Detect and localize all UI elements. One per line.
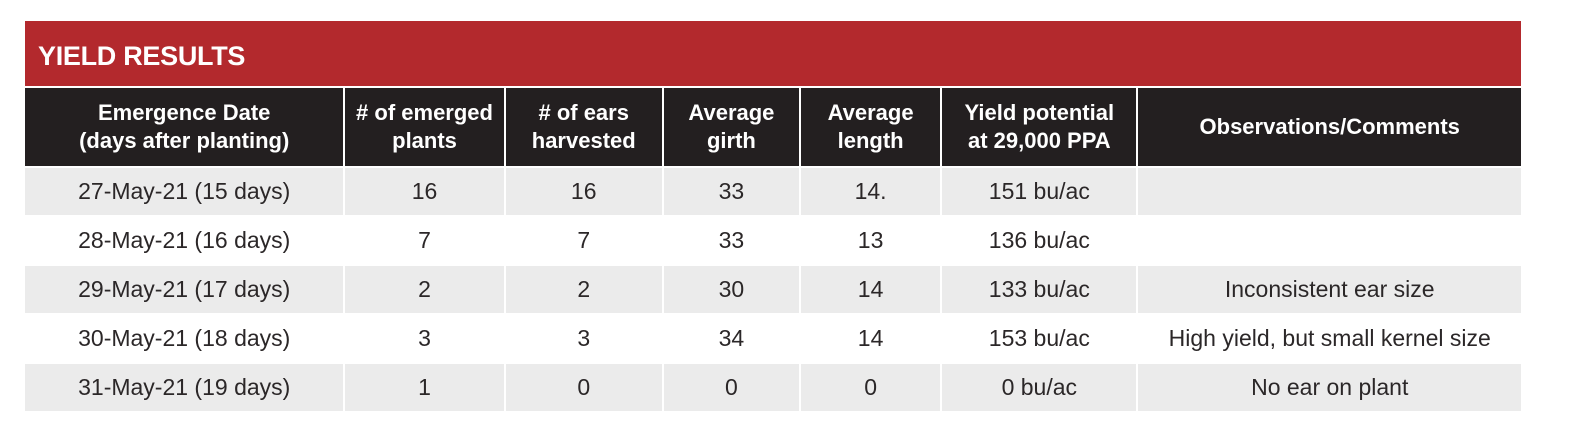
cell-observations: Inconsistent ear size bbox=[1138, 266, 1521, 313]
cell-average-length: 13 bbox=[801, 217, 941, 264]
cell-average-girth: 30 bbox=[663, 266, 799, 313]
column-header-emerged-plants: # of emerged plants bbox=[345, 88, 504, 166]
column-header-yield-potential: Yield potential at 29,000 PPA bbox=[942, 88, 1137, 166]
cell-average-girth: 0 bbox=[663, 364, 799, 411]
cell-average-length: 14 bbox=[801, 315, 941, 362]
section-title-bar: YIELD RESULTS bbox=[25, 21, 1521, 86]
cell-emerged-plants: 3 bbox=[345, 315, 504, 362]
cell-average-girth: 33 bbox=[663, 168, 799, 215]
cell-yield-potential: 136 bu/ac bbox=[942, 217, 1137, 264]
cell-emerged-plants: 2 bbox=[345, 266, 504, 313]
cell-yield-potential: 133 bu/ac bbox=[942, 266, 1137, 313]
header-row: Emergence Date (days after planting) # o… bbox=[25, 88, 1521, 166]
cell-average-length: 0 bbox=[801, 364, 941, 411]
yield-results-section: YIELD RESULTS Emergence Date (days after… bbox=[25, 21, 1521, 413]
cell-average-length: 14 bbox=[801, 266, 941, 313]
table-row: 31-May-21 (19 days) 1 0 0 0 0 bu/ac No e… bbox=[25, 364, 1521, 411]
column-header-average-length: Average length bbox=[801, 88, 941, 166]
table-row: 30-May-21 (18 days) 3 3 34 14 153 bu/ac … bbox=[25, 315, 1521, 362]
table-row: 27-May-21 (15 days) 16 16 33 14. 151 bu/… bbox=[25, 168, 1521, 215]
cell-ears-harvested: 7 bbox=[505, 217, 662, 264]
cell-observations bbox=[1138, 217, 1521, 264]
cell-emergence-date: 29-May-21 (17 days) bbox=[25, 266, 344, 313]
column-header-average-girth: Average girth bbox=[663, 88, 799, 166]
cell-emerged-plants: 16 bbox=[345, 168, 504, 215]
cell-ears-harvested: 2 bbox=[505, 266, 662, 313]
cell-observations: No ear on plant bbox=[1138, 364, 1521, 411]
section-title: YIELD RESULTS bbox=[38, 40, 246, 71]
cell-ears-harvested: 16 bbox=[505, 168, 662, 215]
column-header-ears-harvested: # of ears harvested bbox=[505, 88, 662, 166]
yield-results-table: Emergence Date (days after planting) # o… bbox=[23, 86, 1523, 413]
cell-observations bbox=[1138, 168, 1521, 215]
cell-average-girth: 34 bbox=[663, 315, 799, 362]
cell-observations: High yield, but small kernel size bbox=[1138, 315, 1521, 362]
table-row: 29-May-21 (17 days) 2 2 30 14 133 bu/ac … bbox=[25, 266, 1521, 313]
cell-ears-harvested: 0 bbox=[505, 364, 662, 411]
cell-yield-potential: 153 bu/ac bbox=[942, 315, 1137, 362]
cell-average-length: 14. bbox=[801, 168, 941, 215]
cell-emergence-date: 30-May-21 (18 days) bbox=[25, 315, 344, 362]
cell-yield-potential: 151 bu/ac bbox=[942, 168, 1137, 215]
cell-average-girth: 33 bbox=[663, 217, 799, 264]
cell-emerged-plants: 1 bbox=[345, 364, 504, 411]
table-row: 28-May-21 (16 days) 7 7 33 13 136 bu/ac bbox=[25, 217, 1521, 264]
cell-emergence-date: 31-May-21 (19 days) bbox=[25, 364, 344, 411]
column-header-observations: Observations/Comments bbox=[1138, 88, 1521, 166]
cell-ears-harvested: 3 bbox=[505, 315, 662, 362]
column-header-emergence-date: Emergence Date (days after planting) bbox=[25, 88, 344, 166]
cell-emergence-date: 28-May-21 (16 days) bbox=[25, 217, 344, 264]
cell-emergence-date: 27-May-21 (15 days) bbox=[25, 168, 344, 215]
cell-yield-potential: 0 bu/ac bbox=[942, 364, 1137, 411]
cell-emerged-plants: 7 bbox=[345, 217, 504, 264]
